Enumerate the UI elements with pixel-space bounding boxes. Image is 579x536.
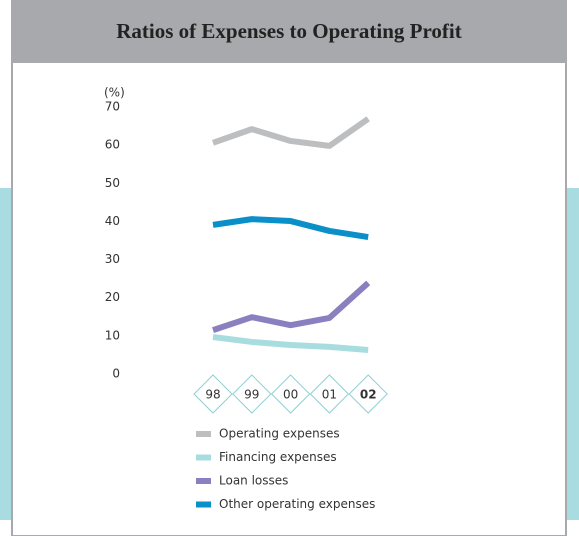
y-tick-label: 20 (105, 290, 120, 304)
x-tick-label: 01 (322, 388, 337, 402)
x-tick-label: 99 (244, 388, 259, 402)
legend-label: Loan losses (219, 474, 288, 488)
series-line (212, 334, 369, 353)
legend-swatch (196, 501, 211, 508)
y-tick-label: 70 (105, 100, 120, 114)
x-tick-diamond (270, 374, 311, 414)
x-tick-label: 00 (283, 388, 298, 402)
panel (11, 0, 567, 536)
y-tick-label: 40 (105, 214, 120, 228)
y-tick-label: 10 (105, 328, 120, 342)
legend-label: Other operating expenses (219, 497, 375, 511)
y-axis-label: (%) (104, 86, 125, 100)
series-line (212, 216, 369, 241)
y-tick-label: 50 (105, 176, 120, 190)
x-tick-diamond (348, 374, 388, 414)
y-tick-label: 60 (105, 138, 120, 152)
legend-swatch (196, 454, 211, 461)
legend-label: Financing expenses (219, 450, 337, 464)
chart-title: Ratios of Expenses to Operating Profit (116, 19, 462, 43)
x-tick-label: 98 (205, 388, 220, 402)
x-tick-diamond (232, 374, 272, 414)
legend-label: Operating expenses (219, 427, 340, 441)
x-tick-diamond (193, 374, 233, 414)
series-line (211, 116, 370, 149)
y-tick-label: 30 (105, 252, 120, 266)
series-line (212, 280, 371, 333)
title-bar (12, 0, 566, 63)
legend-swatch (196, 478, 211, 484)
x-tick-label: 02 (360, 388, 377, 402)
legend-swatch (196, 431, 211, 437)
x-tick-diamond (309, 374, 350, 414)
y-tick-label: 0 (112, 367, 120, 381)
